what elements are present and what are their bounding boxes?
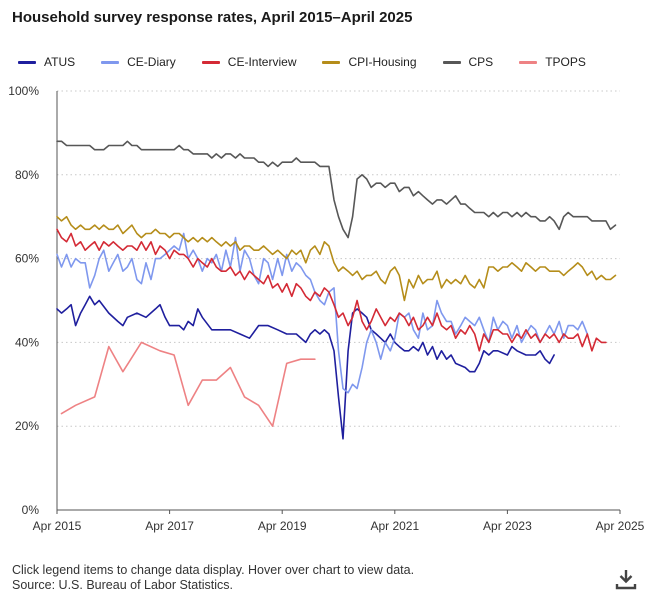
- chart-title: Household survey response rates, April 2…: [12, 9, 413, 26]
- legend-item-tpops[interactable]: TPOPS: [519, 55, 586, 69]
- legend-label: CE-Interview: [227, 55, 297, 69]
- series-line-atus[interactable]: [56, 295, 555, 440]
- legend-item-cps[interactable]: CPS: [442, 55, 494, 69]
- y-tick-label: 40%: [15, 335, 39, 349]
- x-tick-label: Apr 2023: [483, 519, 532, 533]
- series-line-cpi-housing[interactable]: [56, 215, 617, 302]
- legend-item-ce-interview[interactable]: CE-Interview: [201, 55, 297, 69]
- series-line-ce-interview[interactable]: [56, 228, 607, 352]
- legend-swatch: [201, 60, 220, 64]
- legend-label: CPI-Housing: [348, 55, 417, 69]
- series-line-cps[interactable]: [56, 140, 617, 239]
- y-tick-label: 0%: [22, 503, 40, 517]
- x-tick-label: Apr 2025: [596, 519, 645, 533]
- series-line-tpops[interactable]: [60, 341, 316, 427]
- legend-swatch: [101, 60, 120, 64]
- legend-swatch: [519, 60, 538, 64]
- legend-swatch: [322, 60, 341, 64]
- legend-label: CE-Diary: [127, 55, 176, 69]
- x-tick-label: Apr 2015: [33, 519, 82, 533]
- legend-label: TPOPS: [545, 55, 586, 69]
- x-tick-label: Apr 2019: [258, 519, 307, 533]
- download-icon-graphic: [615, 570, 637, 590]
- y-tick-label: 80%: [15, 168, 39, 182]
- legend-item-atus[interactable]: ATUS: [18, 55, 75, 69]
- legend-label: CPS: [468, 55, 494, 69]
- chart-legend: ATUS CE-Diary CE-Interview CPI-Housing CPS TP…: [18, 53, 612, 71]
- legend-item-ce-diary[interactable]: CE-Diary: [101, 55, 176, 69]
- y-tick-label: 60%: [15, 252, 39, 266]
- chart-footer: Click legend items to change data displa…: [12, 563, 414, 593]
- y-tick-label: 20%: [15, 419, 39, 433]
- series-line-ce-diary[interactable]: [56, 232, 589, 394]
- source-note: Source: U.S. Bureau of Labor Statistics.: [12, 578, 233, 592]
- x-tick-label: Apr 2017: [145, 519, 194, 533]
- legend-swatch: [18, 60, 36, 64]
- y-tick-label: 100%: [8, 84, 39, 98]
- legend-item-cpi-housing[interactable]: CPI-Housing: [322, 55, 417, 69]
- download-icon[interactable]: [614, 567, 638, 591]
- legend-swatch: [442, 60, 461, 64]
- x-tick-label: Apr 2021: [370, 519, 419, 533]
- line-chart[interactable]: 0% 20% 40% 60% 80% 100% Apr 2015 Apr 2017 Apr 20…: [0, 0, 656, 555]
- footer-note: Click legend items to change data displa…: [12, 563, 415, 577]
- legend-label: ATUS: [44, 55, 76, 69]
